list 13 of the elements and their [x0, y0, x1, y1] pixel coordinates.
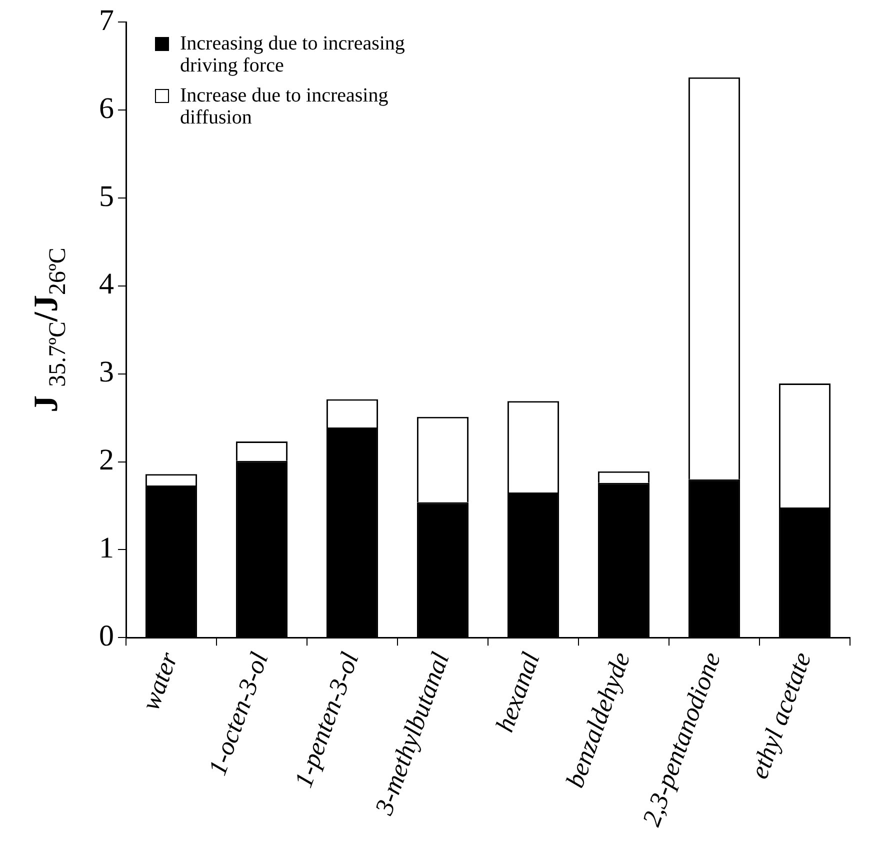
y-tick-label: 5	[99, 180, 114, 213]
y-tick-label: 4	[99, 268, 114, 301]
y-tick-label: 7	[99, 4, 114, 37]
x-tick-label: hexanal	[490, 648, 546, 736]
legend-label: Increase due to increasing diffusion	[180, 84, 388, 128]
legend-label: Increasing due to increasing driving force	[180, 32, 405, 76]
x-tick-label: water	[136, 648, 184, 714]
y-tick-label: 2	[99, 444, 114, 477]
y-tick-label: 0	[99, 620, 114, 653]
y-tick-label: 1	[99, 532, 114, 565]
y-tick-label: 6	[99, 92, 114, 125]
y-tick-label: 3	[99, 356, 114, 389]
x-tick-label: ethyl acetate	[744, 648, 817, 782]
